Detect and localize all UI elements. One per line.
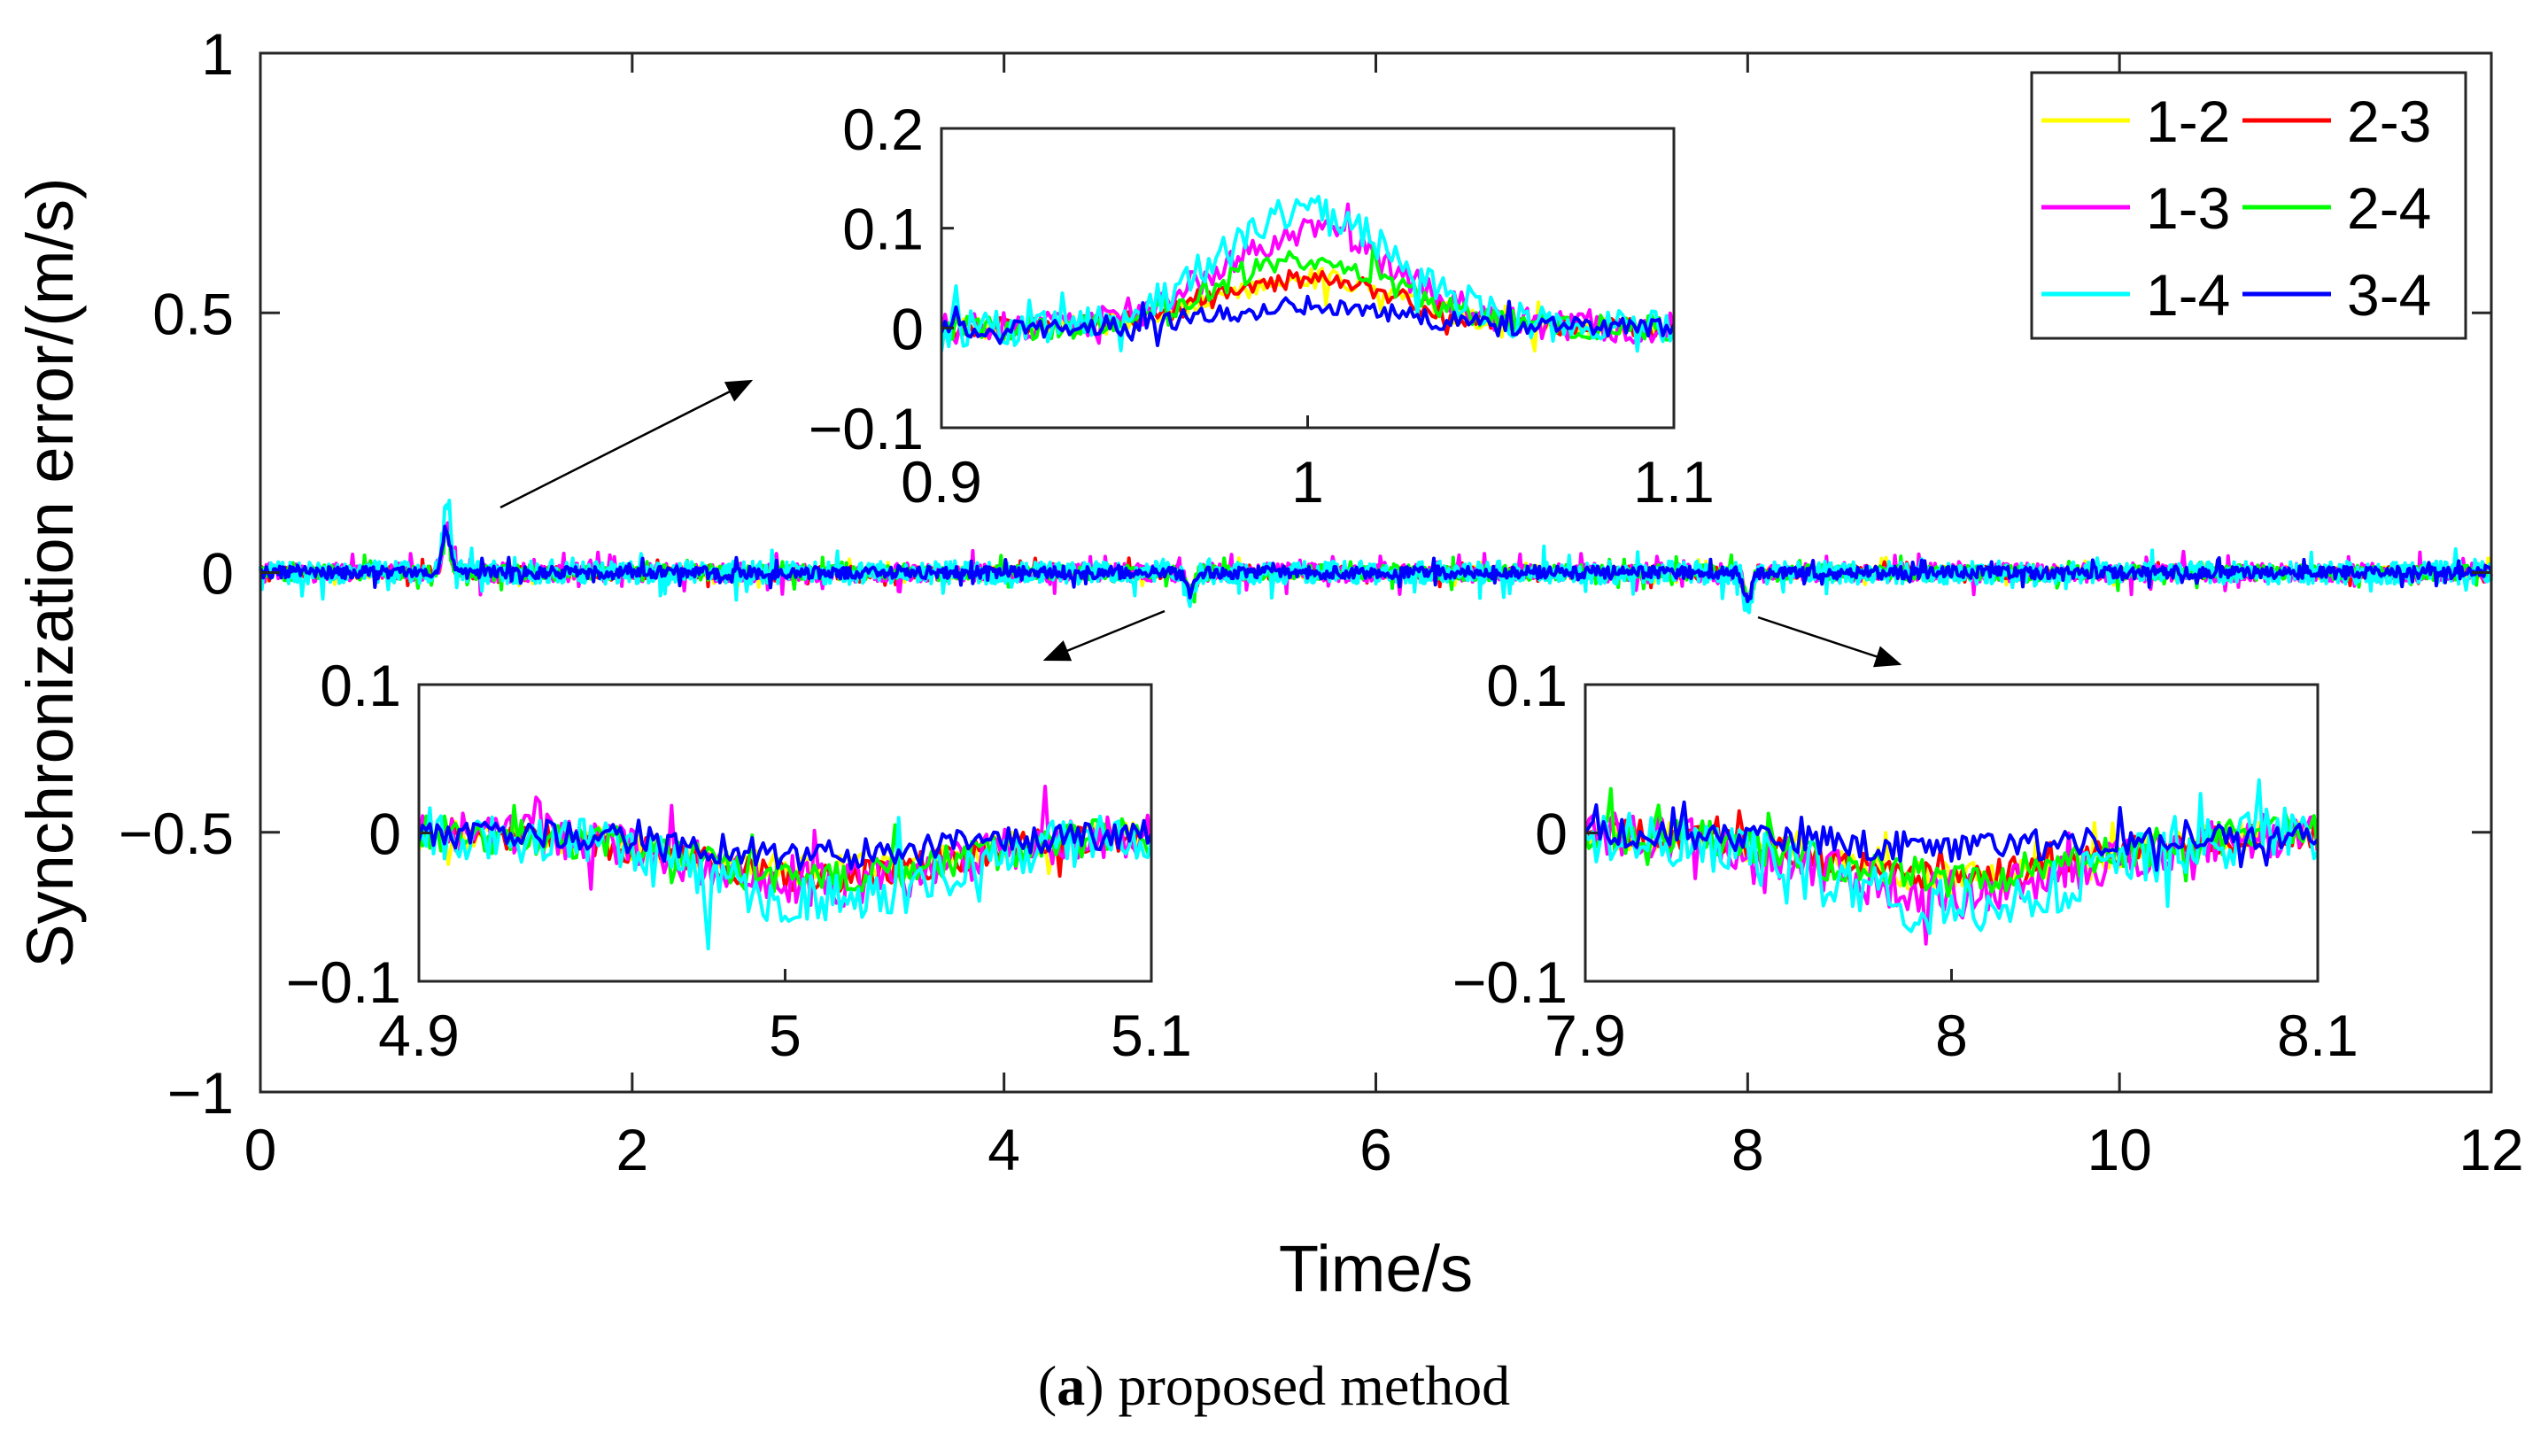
zoom-arrow	[1757, 616, 1902, 668]
main-series-line-1-4	[259, 499, 2493, 615]
inset-series-line-1-4	[1585, 778, 2318, 935]
inset-series-line-1-4	[941, 194, 1674, 353]
inset-y-tick-label: 0.2	[842, 97, 924, 162]
legend-label-1-4: 1-4	[2146, 262, 2230, 328]
inset-y-tick-label: −0.1	[286, 949, 401, 1015]
inset-y-tick-label: 0	[891, 296, 924, 361]
inset-y-tick-label: 0	[1535, 802, 1568, 867]
inset-y-tick-label: 0.1	[1486, 653, 1568, 718]
legend-label-1-3: 1-3	[2146, 175, 2230, 241]
inset-series-line-1-4	[419, 806, 1151, 951]
inset-x-tick-label: 5	[769, 1003, 802, 1068]
caption-text: proposed method	[1118, 1354, 1511, 1417]
inset-x-tick-label: 1	[1291, 449, 1324, 515]
main-y-tick-label: 1	[201, 21, 234, 87]
main-x-tick-label: 10	[2087, 1117, 2151, 1182]
inset-x-tick-label: 0.9	[901, 449, 982, 515]
inset-x-tick-label: 8	[1935, 1003, 1968, 1068]
inset-series-line-3-4	[1585, 800, 2318, 872]
inset-series-line-3-4	[419, 818, 1151, 871]
main-x-tick-label: 2	[616, 1117, 648, 1182]
main-x-tick-label: 0	[244, 1117, 277, 1182]
inset-y-tick-label: −0.1	[809, 396, 924, 461]
main-x-tick-label: 8	[1731, 1117, 1764, 1182]
main-y-tick-label: −1	[167, 1060, 234, 1126]
main-x-tick-label: 6	[1359, 1117, 1392, 1182]
legend-label-1-2: 1-2	[2146, 89, 2230, 154]
figure-caption: (a) proposed method	[1037, 1354, 1511, 1417]
inset-series-line-3-4	[941, 294, 1674, 347]
zoom-arrow	[1042, 609, 1166, 662]
inset-y-tick-label: 0	[368, 802, 401, 867]
inset-x-tick-label: 1.1	[1633, 449, 1715, 515]
inset-y-tick-label: 0.1	[320, 653, 401, 718]
inset-y-tick-label: 0.1	[842, 197, 924, 262]
legend-label-2-3: 2-3	[2347, 89, 2431, 154]
inset-x-tick-label: 5.1	[1111, 1003, 1192, 1068]
inset-y-tick-label: −0.1	[1452, 949, 1568, 1015]
main-y-tick-label: 0.5	[152, 281, 234, 346]
main-plot: 0 2 4 6 8 10 1210.50−0.5−1Time/sSynchronizatio…	[13, 21, 2524, 1305]
inset-plot-t1: 0.9 1 1.1 0.2 0.1 0 −0.1	[809, 97, 1715, 515]
main-x-tick-label: 4	[987, 1117, 1020, 1182]
inset-series-group	[419, 785, 1151, 951]
inset-x-tick-label: 4.9	[378, 1003, 460, 1068]
main-x-axis-title: Time/s	[1279, 1232, 1473, 1305]
inset-plot-t5: 4.9 5 5.1 0.1 0 −0.1	[286, 653, 1192, 1068]
inset-plot-t8: 7.9 8 8.1 0.1 0 −0.1	[1452, 653, 2358, 1068]
main-series-line-3-4	[259, 524, 2493, 604]
legend-label-2-4: 2-4	[2347, 175, 2431, 241]
inset-x-tick-label: 7.9	[1545, 1003, 1626, 1068]
main-x-tick-label: 12	[2459, 1117, 2523, 1182]
inset-x-tick-label: 8.1	[2277, 1003, 2358, 1068]
zoom-arrow	[500, 379, 754, 509]
zoom-arrows	[500, 379, 1902, 668]
caption-label: a	[1057, 1354, 1086, 1417]
main-series-group	[259, 499, 2493, 615]
main-y-axis-title: Synchronization error/(m/s)	[13, 177, 87, 967]
legend: 1-2 2-3 1-3 2-4 1-4 3-4	[2030, 71, 2467, 340]
inset-series-group	[1585, 778, 2318, 946]
inset-series-group	[941, 194, 1674, 353]
main-y-tick-label: −0.5	[119, 801, 234, 866]
legend-label-3-4: 3-4	[2347, 262, 2431, 328]
main-y-tick-label: 0	[201, 541, 234, 607]
